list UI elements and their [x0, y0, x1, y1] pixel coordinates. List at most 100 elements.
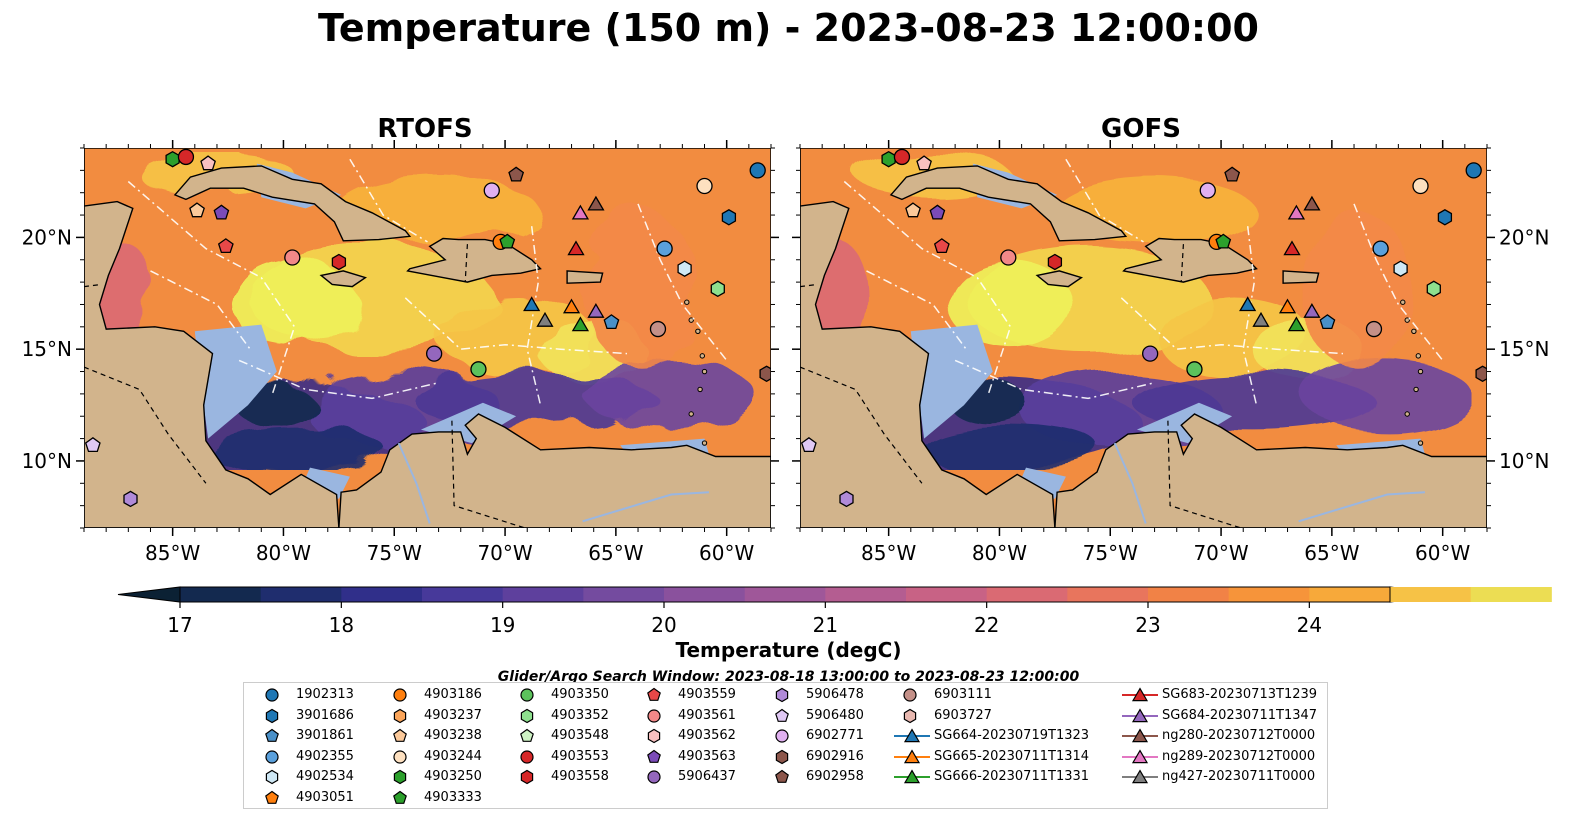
legend-label: 4903561: [678, 707, 736, 723]
legend-marker-icon: [647, 749, 661, 763]
legend-label: 4903350: [551, 687, 609, 702]
legend-label: 4903553: [551, 748, 609, 764]
lon-tick-label: 80°W: [972, 541, 1027, 565]
legend-label: 4903244: [424, 748, 482, 764]
marker-ng289-20230712T0000: [1287, 204, 1306, 220]
legend-marker-icon: [520, 769, 534, 785]
central-america-land: [800, 148, 1056, 528]
legend-label: 4903238: [424, 728, 482, 743]
puerto-rico-land: [1282, 270, 1320, 284]
legend-marker-icon: [775, 729, 789, 743]
legend-marker-icon: [1122, 687, 1158, 702]
colorbar-tick-label: 24: [1297, 613, 1322, 637]
colorbar-extend-min: [117, 586, 181, 603]
cuba-land: [173, 165, 412, 242]
marker-SG666-20230711T1331: [571, 316, 590, 332]
legend-label: 3901686: [296, 707, 354, 723]
cuba-land: [889, 165, 1128, 242]
legend-label: 4903333: [424, 789, 482, 805]
colorbar-bin: [1148, 587, 1230, 602]
legend-marker-icon: [393, 728, 407, 742]
marker-SG683-20230713T1239: [567, 240, 585, 256]
colorbar-bin: [1067, 587, 1149, 602]
legend-marker-icon: [265, 728, 279, 742]
legend-marker-icon: [393, 708, 407, 723]
legend-label: 6902916: [806, 748, 864, 764]
lat-tick-label: 15°N: [22, 337, 72, 361]
legend-label: SG665-20230711T1314: [934, 748, 1090, 764]
colorbar-bin: [825, 587, 907, 602]
legend-marker-icon: [894, 769, 930, 784]
lat-tick-label: 20°N: [22, 225, 72, 249]
legend-marker-icon: [393, 790, 407, 804]
colorbar-bin: [1390, 587, 1472, 602]
marker-SG665-20230711T1314: [1278, 298, 1297, 314]
colorbar-bin: [260, 587, 342, 602]
colorbar-tick-label: 20: [651, 613, 676, 637]
marker-5906437: [425, 345, 443, 362]
legend-marker-icon: [894, 748, 930, 763]
legend-marker-icon: [393, 749, 407, 764]
marker-ng289-20230712T0000: [571, 204, 590, 220]
marker-6902958: [508, 166, 525, 182]
south-america-land: [338, 413, 771, 528]
marker-4903350: [1186, 361, 1203, 378]
legend-marker-icon: [647, 687, 661, 701]
legend-label: 4902534: [296, 769, 354, 784]
legend-marker-icon: [520, 728, 534, 742]
marker-4903250: [165, 150, 180, 168]
marker-5906478: [839, 490, 854, 508]
panel-title-gofs: GOFS: [1101, 114, 1181, 144]
legend-label: 6903727: [934, 707, 992, 723]
marker-4903250: [881, 150, 896, 168]
colorbar-tick-label: 22: [974, 613, 999, 637]
marker-4903238: [905, 202, 921, 218]
marker-4903561: [1000, 249, 1017, 266]
colorbar-bin: [664, 587, 746, 602]
south-america-land: [1054, 413, 1487, 528]
legend-label: 4903237: [424, 707, 482, 723]
legend-label: 1902313: [296, 687, 354, 702]
legend-marker-icon: [1122, 707, 1158, 722]
colorbar-bin: [583, 587, 665, 602]
legend-marker-icon: [1122, 728, 1158, 743]
marker-4903559: [217, 238, 234, 254]
legend-marker-icon: [265, 708, 279, 723]
legend-marker-icon: [520, 749, 534, 764]
lon-tick-label: 70°W: [1193, 541, 1248, 565]
lon-tick-label: 60°W: [699, 541, 754, 565]
legend-label: 5906437: [678, 769, 736, 784]
marker-4903333: [1215, 233, 1232, 249]
marker-SG664-20230719T1323: [523, 296, 541, 312]
marker-6902771: [1199, 182, 1216, 199]
legend-label: 4903559: [678, 687, 736, 702]
marker-4903558: [1047, 253, 1063, 271]
lon-tick-label: 60°W: [1415, 541, 1470, 565]
lat-tick-label: 10°N: [1499, 449, 1549, 473]
colorbar-bin: [1470, 587, 1552, 602]
colorbar-bin: [744, 587, 826, 602]
axes-gofs: 85°W 80°W 75°W 70°W 65°W 60°W 10°N 15°N 20°N: [792, 140, 1549, 565]
lon-tick-label: 65°W: [588, 541, 643, 565]
legend-label: 5906478: [806, 687, 864, 702]
legend-label: 4903548: [551, 728, 609, 743]
axes-rtofs: 85°W 80°W 75°W 70°W 65°W 60°W 10°N 15°N 20°N: [22, 140, 779, 565]
central-america-land: [84, 148, 340, 528]
legend-marker-icon: [903, 708, 917, 723]
marker-4903333: [499, 233, 516, 249]
legend-label: ng289-20230712T0000: [1162, 748, 1316, 764]
legend-label: 4903562: [678, 728, 736, 743]
marker-4902355: [1372, 240, 1389, 257]
colorbar-bin: [1309, 587, 1391, 602]
puerto-rico-land: [566, 270, 604, 284]
marker-6902771: [483, 182, 500, 199]
legend-marker-icon: [647, 708, 661, 723]
colorbar-bin: [180, 587, 262, 602]
marker-3901686: [721, 209, 737, 226]
colorbar: 17 18 19 20 21 22 23 24: [117, 586, 1552, 637]
marker-5906480: [800, 436, 817, 453]
legend-label: SG684-20230711T1347: [1162, 707, 1318, 723]
legend-marker-icon: [520, 688, 534, 702]
lon-tick-label: 70°W: [477, 541, 532, 565]
marker-1902313: [749, 162, 766, 179]
